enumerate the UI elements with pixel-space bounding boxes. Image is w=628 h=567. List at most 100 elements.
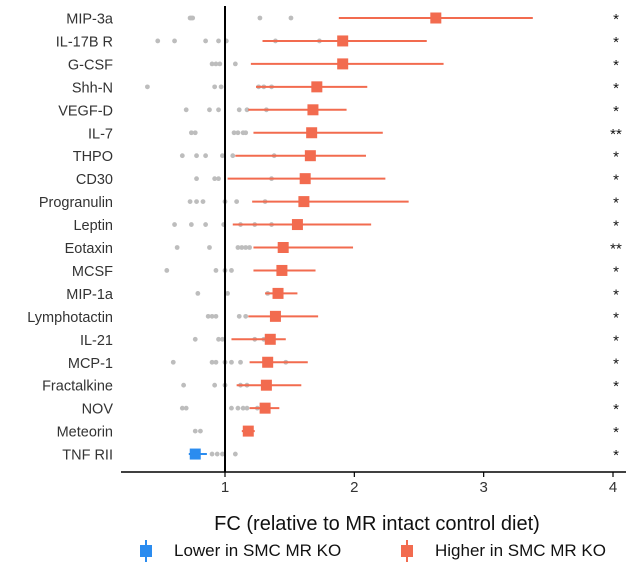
significance-label: **	[610, 126, 622, 143]
sample-point	[212, 176, 218, 182]
y-label: Eotaxin	[65, 241, 113, 257]
sample-point	[203, 153, 209, 159]
estimate-marker	[337, 58, 349, 70]
y-label: G-CSF	[68, 57, 113, 73]
significance-label: *	[613, 80, 619, 97]
significance-label: *	[613, 57, 619, 74]
legend-label-higher: Higher in SMC MR KO	[435, 541, 606, 560]
legend-key-higher	[399, 540, 415, 562]
x-tick-label: 3	[479, 479, 487, 496]
legend-item-higher: Higher in SMC MR KO	[399, 538, 606, 564]
significance-markers: **********************	[610, 11, 622, 464]
x-axis-ticks: 1 2 3 4	[221, 472, 617, 496]
sample-point	[239, 245, 245, 250]
sample-point	[247, 245, 252, 250]
sample-point	[192, 428, 198, 434]
sample-point	[216, 336, 221, 342]
significance-label: *	[613, 286, 619, 303]
sample-point	[243, 130, 249, 136]
sample-point	[243, 245, 249, 250]
sample-point	[164, 268, 170, 273]
forest-plot: MIP-3a IL-17B R G-CSF Shh-N VEGF-D IL-7 THPO CD…	[27, 6, 626, 535]
sample-point	[183, 405, 189, 411]
sample-point	[172, 38, 177, 44]
sample-point	[212, 382, 218, 388]
significance-label: *	[613, 332, 619, 349]
sample-point	[190, 15, 196, 21]
sample-point	[170, 359, 176, 365]
y-label: Leptin	[73, 218, 113, 234]
y-label: VEGF-D	[58, 103, 113, 119]
significance-label: *	[613, 378, 619, 395]
sample-point	[209, 61, 215, 67]
estimate-marker	[189, 448, 201, 460]
sample-point	[213, 268, 219, 273]
x-axis-title: FC (relative to MR intact control diet)	[214, 513, 540, 535]
sample-point	[188, 130, 194, 136]
sample-point	[172, 222, 177, 227]
estimate-marker	[262, 356, 274, 368]
sample-point	[203, 222, 209, 227]
sample-point	[145, 84, 150, 90]
estimate-marker	[272, 287, 284, 299]
estimate-marker	[306, 127, 318, 139]
y-label: MCSF	[72, 264, 113, 280]
estimate-marker	[311, 81, 323, 93]
sample-point	[205, 313, 211, 319]
sample-point	[220, 451, 225, 457]
sample-point	[187, 199, 193, 205]
x-tick-label: 1	[221, 479, 229, 496]
sample-point	[220, 336, 225, 342]
significance-label: *	[613, 218, 619, 235]
sample-point	[192, 130, 198, 136]
estimate-marker	[276, 264, 288, 276]
estimate-marker	[299, 173, 311, 185]
sample-point	[231, 130, 237, 136]
y-label: Shh-N	[72, 80, 113, 96]
sample-point	[229, 359, 234, 365]
sample-point	[209, 451, 215, 457]
estimate-marker	[264, 333, 276, 345]
estimate-marker	[277, 242, 289, 253]
estimate-marker	[259, 402, 271, 414]
sample-point	[200, 199, 206, 205]
significance-label: *	[613, 172, 619, 189]
sample-point	[236, 107, 242, 113]
significance-label: *	[613, 424, 619, 441]
y-label: Progranulin	[39, 195, 113, 211]
legend-label-lower: Lower in SMC MR KO	[174, 541, 342, 560]
sample-point	[229, 405, 234, 411]
legend-key-lower	[138, 540, 154, 562]
significance-label: **	[610, 241, 622, 258]
significance-label: *	[613, 263, 619, 280]
sample-point	[209, 313, 215, 319]
sample-point	[220, 153, 225, 159]
sample-point	[257, 15, 263, 21]
sample-point	[203, 38, 209, 44]
y-axis-labels: MIP-3a IL-17B R G-CSF Shh-N VEGF-D IL-7 THPO CD…	[27, 12, 114, 464]
sample-point	[225, 291, 230, 296]
sample-point	[232, 61, 238, 67]
y-label: IL-21	[80, 333, 113, 349]
significance-label: *	[613, 309, 619, 326]
sample-point	[234, 199, 240, 205]
estimate-marker	[291, 219, 303, 231]
sample-point	[192, 336, 198, 342]
estimate-marker	[337, 35, 349, 47]
significance-label: *	[613, 34, 619, 51]
sample-point	[240, 405, 246, 411]
sample-point	[194, 176, 199, 182]
sample-point	[212, 84, 218, 90]
sample-point	[194, 153, 199, 159]
sample-point	[213, 313, 219, 319]
sample-point	[194, 199, 199, 205]
significance-label: *	[613, 195, 619, 212]
estimate-marker	[430, 12, 442, 24]
y-label: Meteorin	[57, 425, 113, 441]
sample-point	[155, 38, 161, 44]
legend-item-lower: Lower in SMC MR KO	[138, 538, 341, 564]
sample-point	[238, 359, 243, 365]
y-label: TNF RII	[62, 448, 113, 464]
sample-point	[230, 153, 236, 159]
sample-point	[244, 405, 250, 411]
